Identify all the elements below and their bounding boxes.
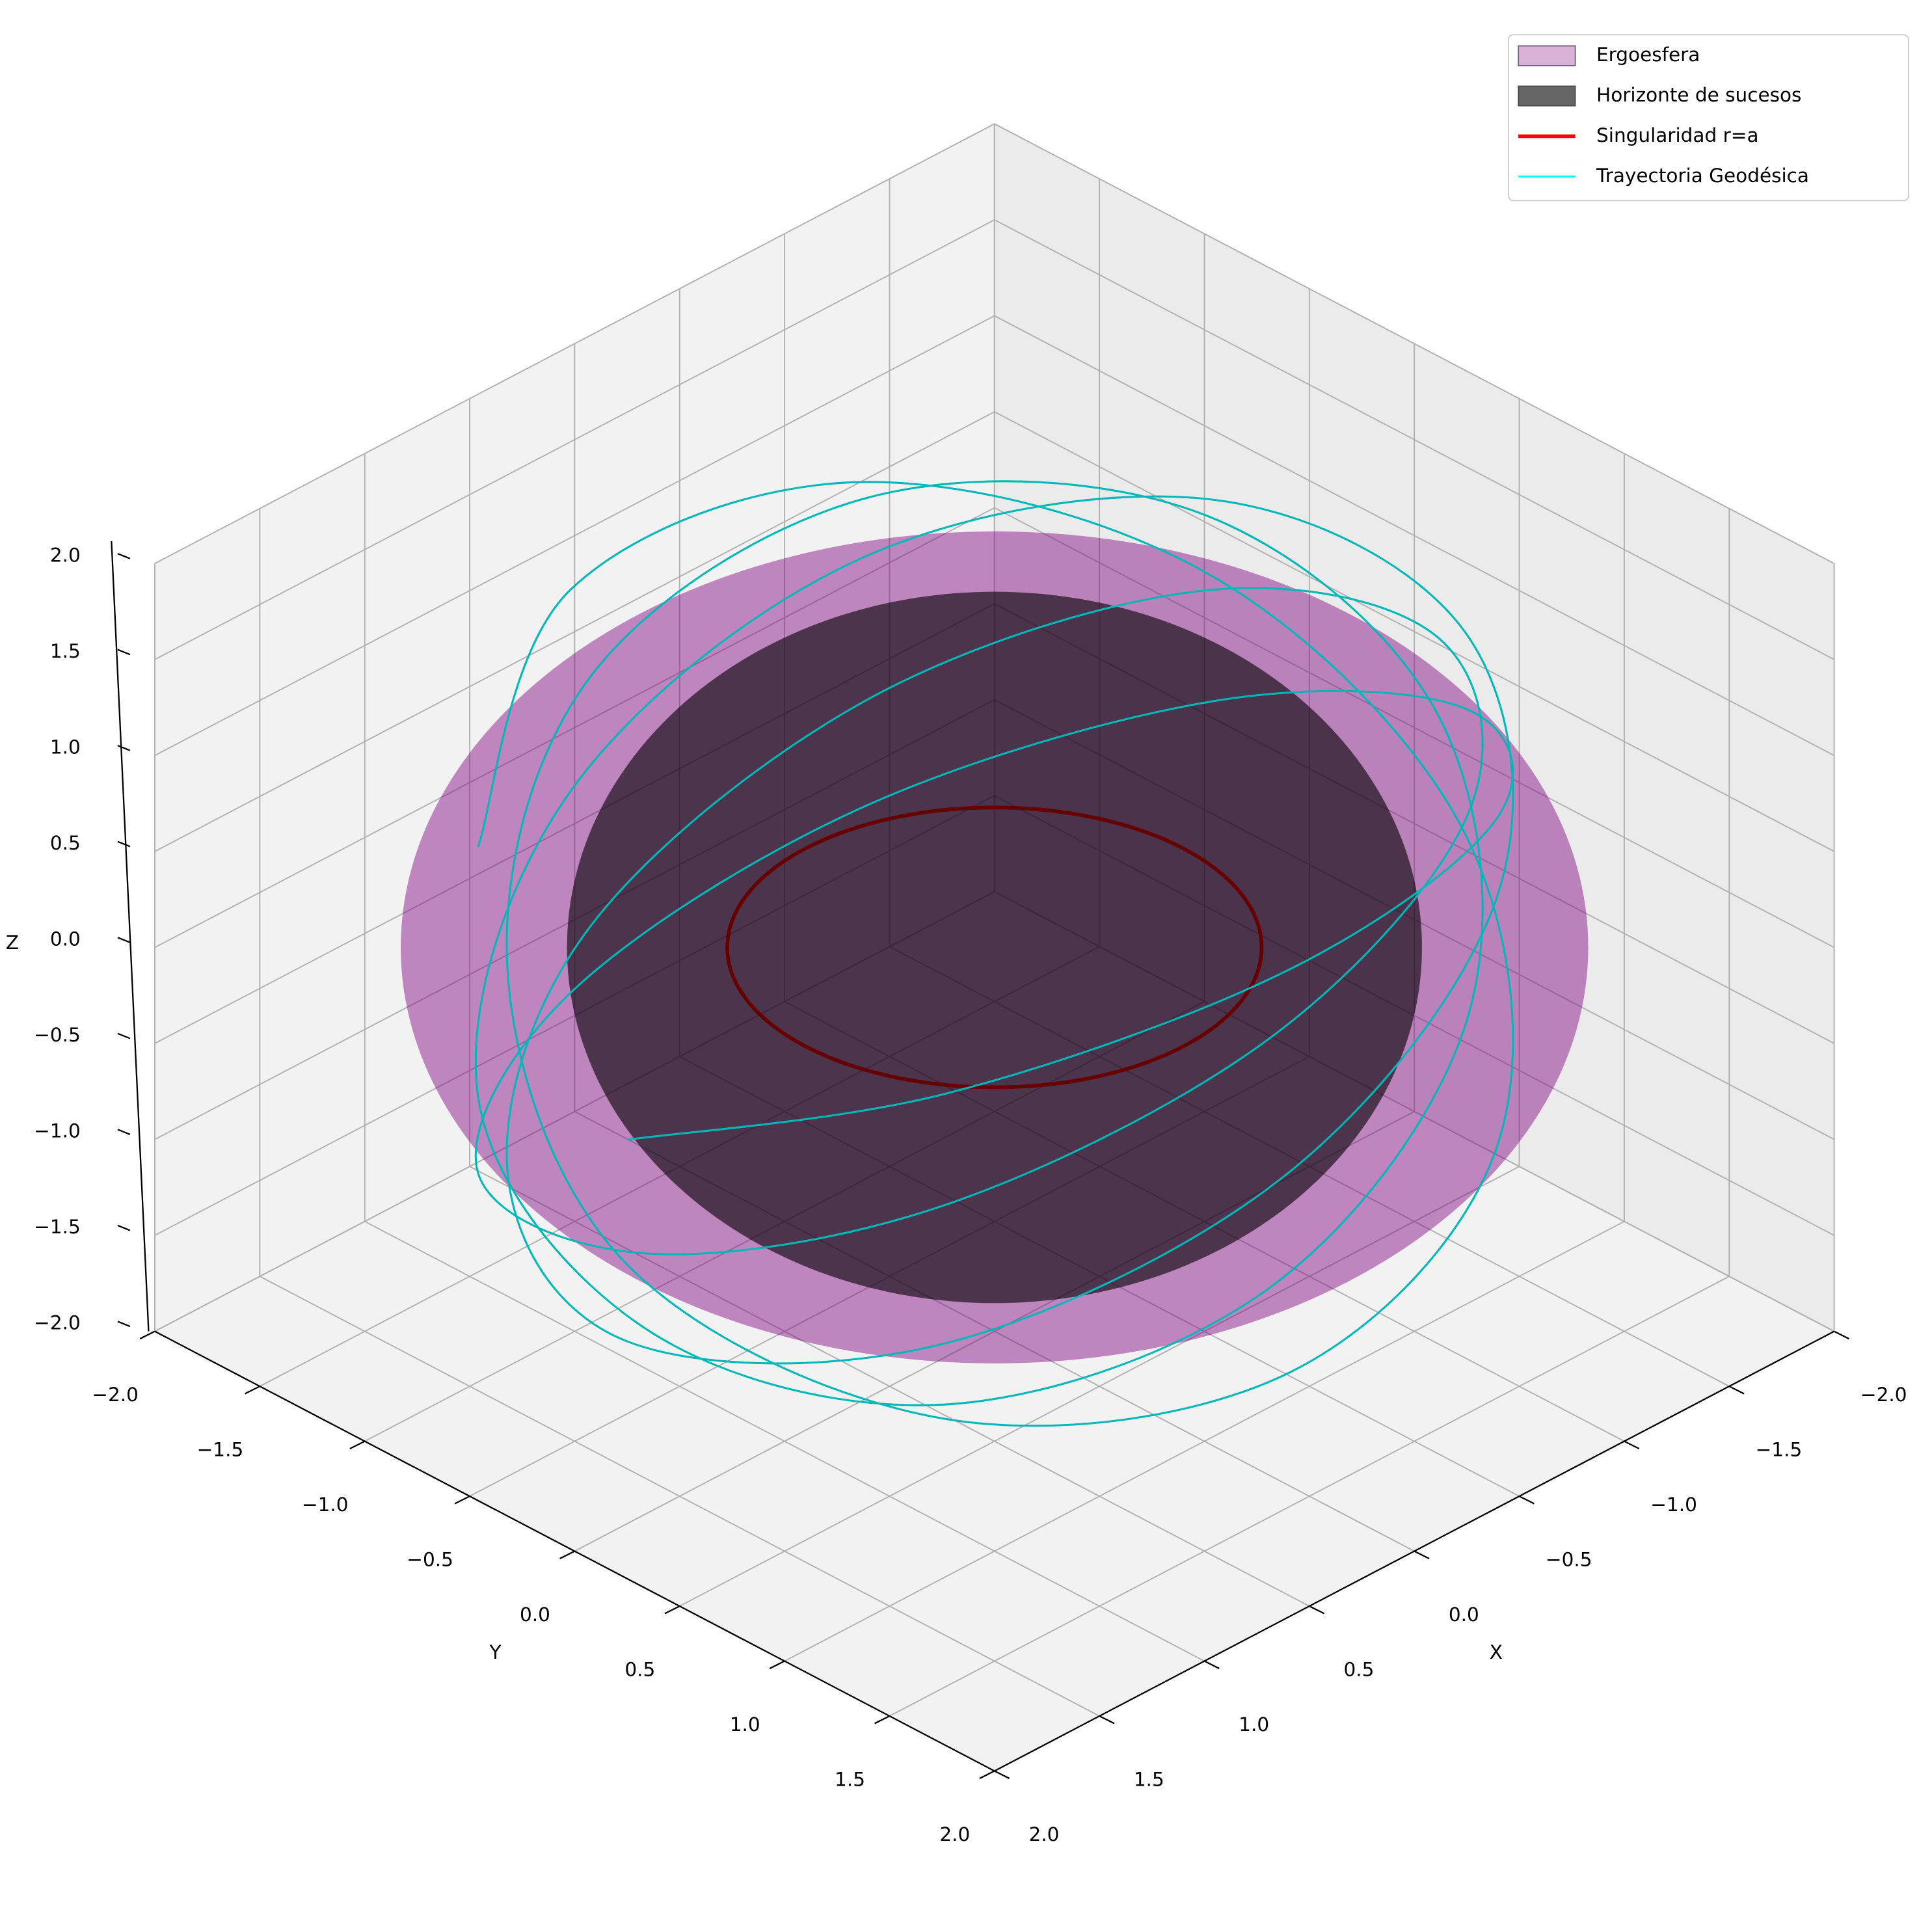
grid-line <box>994 123 1835 565</box>
x-tick-label: 1.0 <box>1239 1713 1269 1736</box>
x-axis-line <box>994 1330 1835 1772</box>
y-tick-label: 1.5 <box>835 1769 865 1791</box>
grid-line <box>154 411 995 852</box>
x-tick <box>1834 1330 1849 1340</box>
legend-frame <box>1507 34 1909 202</box>
z-tick-label: 1.5 <box>50 640 81 662</box>
y-tick-label: −0.5 <box>407 1549 453 1571</box>
y-tick <box>664 1605 680 1615</box>
z-tick-label: −2.0 <box>34 1312 81 1334</box>
z-tick <box>117 1032 131 1040</box>
grid-line <box>889 1276 1730 1717</box>
z-tick <box>117 1129 131 1135</box>
x-tick-label: 1.5 <box>1134 1769 1164 1791</box>
z-tick-label: 0.5 <box>50 832 81 854</box>
x-tick <box>994 1770 1010 1779</box>
y-tick <box>454 1496 470 1505</box>
x-tick <box>1624 1440 1640 1450</box>
y-tick-label: −2.0 <box>92 1384 139 1406</box>
legend-label: Horizonte de sucesos <box>1596 84 1801 106</box>
z-tick <box>117 937 131 943</box>
legend-label: Singularidad r=a <box>1596 124 1758 146</box>
y-tick <box>979 1770 995 1779</box>
y-tick-label: 1.0 <box>730 1713 760 1736</box>
x-tick-label: −0.5 <box>1546 1549 1592 1571</box>
z-tick-label: −0.5 <box>34 1024 81 1046</box>
legend: Ergoesfera Horizonte de sucesos Singularid… <box>1507 34 1909 202</box>
z-tick-label: 1.0 <box>50 736 81 758</box>
grid-line <box>154 315 995 757</box>
grid-line <box>154 507 995 948</box>
z-tick-label: 0.0 <box>50 928 81 950</box>
y-axis-line <box>154 1330 995 1772</box>
legend-label: Ergoesfera <box>1596 44 1700 66</box>
z-tick <box>117 649 131 656</box>
z-tick-label: 2.0 <box>50 544 81 566</box>
x-tick-label: 0.5 <box>1344 1659 1375 1681</box>
y-tick-label: −1.5 <box>197 1439 244 1461</box>
grid-line <box>784 1220 1625 1662</box>
x-tick-label: 2.0 <box>1028 1823 1059 1845</box>
z-axis-line <box>111 541 150 1332</box>
grid-line <box>994 507 1835 948</box>
z-axis-label: Z <box>6 932 19 954</box>
z-tick <box>117 1224 131 1231</box>
y-tick-label: 0.0 <box>520 1603 550 1626</box>
grid-line <box>154 123 995 565</box>
y-tick <box>349 1440 366 1450</box>
x-tick <box>1099 1715 1115 1724</box>
x-tick <box>1414 1550 1430 1560</box>
z-tick <box>117 552 131 559</box>
z-tick <box>117 840 131 848</box>
grid-line <box>994 315 1835 757</box>
z-tick-label: −1.0 <box>34 1120 81 1142</box>
x-tick-label: −2.0 <box>1860 1384 1907 1406</box>
y-tick-label: −1.0 <box>302 1494 349 1516</box>
y-tick <box>769 1660 785 1669</box>
x-tick <box>1309 1605 1325 1615</box>
grid-line <box>679 1166 1520 1607</box>
y-tick <box>244 1386 260 1395</box>
x-tick <box>1728 1386 1745 1395</box>
grid-line <box>154 219 995 660</box>
x-tick-label: −1.0 <box>1650 1494 1697 1516</box>
z-tick <box>117 1321 131 1328</box>
x-tick-label: −1.5 <box>1756 1439 1803 1461</box>
x-axis-label: X <box>1490 1641 1503 1663</box>
z-tick <box>117 745 131 751</box>
event-horizon <box>567 591 1422 1304</box>
x-tick <box>1519 1496 1535 1505</box>
y-tick-label: 2.0 <box>939 1823 970 1845</box>
legend-swatch <box>1518 85 1576 107</box>
y-tick <box>139 1330 155 1340</box>
x-tick <box>1203 1660 1220 1669</box>
y-tick <box>559 1550 575 1560</box>
y-tick <box>874 1715 890 1724</box>
grid-line <box>994 411 1835 852</box>
grid-line <box>994 219 1835 660</box>
y-tick-label: 0.5 <box>624 1659 655 1681</box>
y-axis-label: Y <box>489 1641 502 1663</box>
legend-label: Trayectoria Geodésica <box>1596 165 1809 187</box>
x-tick-label: 0.0 <box>1449 1603 1479 1626</box>
legend-swatch <box>1518 45 1576 66</box>
z-tick-label: −1.5 <box>34 1216 81 1238</box>
geodesic-trajectory <box>474 480 1514 1427</box>
